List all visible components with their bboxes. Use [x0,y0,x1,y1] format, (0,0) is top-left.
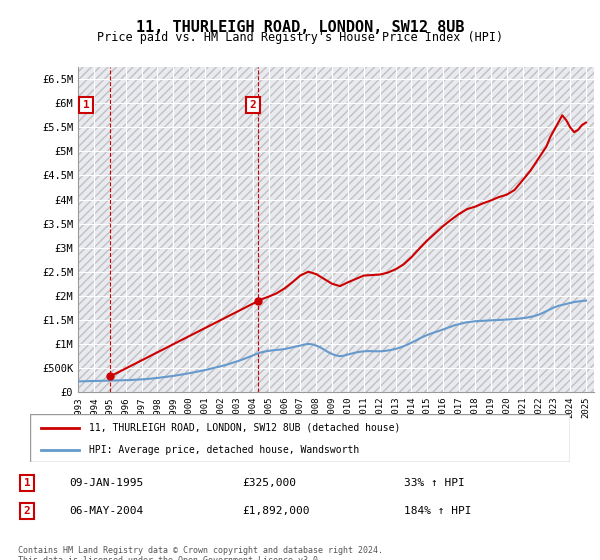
Text: 09-JAN-1995: 09-JAN-1995 [70,478,144,488]
Text: £325,000: £325,000 [242,478,296,488]
Text: 2: 2 [23,506,30,516]
Bar [78,67,594,392]
FancyBboxPatch shape [30,414,570,462]
Text: Contains HM Land Registry data © Crown copyright and database right 2024.
This d: Contains HM Land Registry data © Crown c… [18,546,383,560]
Text: 2: 2 [250,100,256,110]
Text: 184% ↑ HPI: 184% ↑ HPI [404,506,471,516]
Text: 1: 1 [23,478,30,488]
Text: 1: 1 [83,100,89,110]
Text: 11, THURLEIGH ROAD, LONDON, SW12 8UB: 11, THURLEIGH ROAD, LONDON, SW12 8UB [136,20,464,35]
Text: Price paid vs. HM Land Registry's House Price Index (HPI): Price paid vs. HM Land Registry's House … [97,31,503,44]
Text: HPI: Average price, detached house, Wandsworth: HPI: Average price, detached house, Wand… [89,445,359,455]
Text: £1,892,000: £1,892,000 [242,506,310,516]
Text: 06-MAY-2004: 06-MAY-2004 [70,506,144,516]
Text: 11, THURLEIGH ROAD, LONDON, SW12 8UB (detached house): 11, THURLEIGH ROAD, LONDON, SW12 8UB (de… [89,423,401,433]
Text: 33% ↑ HPI: 33% ↑ HPI [404,478,464,488]
